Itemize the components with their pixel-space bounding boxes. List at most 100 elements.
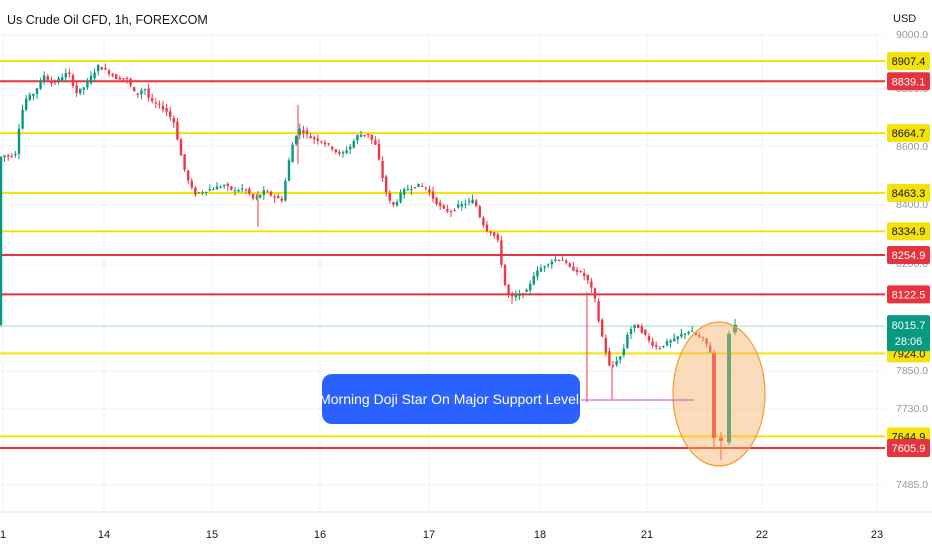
candle-body <box>266 191 269 193</box>
candle-body <box>601 319 604 337</box>
candle-body <box>496 234 499 240</box>
chart-title: Us Crude Oil CFD, 1h, FOREXCOM <box>7 13 208 27</box>
candle-body <box>71 75 75 87</box>
candle-body <box>655 345 658 348</box>
candle-body <box>374 140 377 145</box>
candle-body <box>356 135 359 141</box>
candle-body <box>50 80 53 84</box>
level-tag-label: 7924.0 <box>892 348 926 360</box>
candle-body <box>115 74 118 80</box>
candle-body <box>662 345 665 348</box>
annotation-label: Morning Doji Star On Major Support Level… <box>319 391 583 407</box>
candle-body <box>489 231 492 233</box>
level-tag-label: 8122.5 <box>892 289 926 301</box>
candle-body <box>3 155 6 158</box>
price-axis[interactable]: 9000.08800.08600.08400.08200.07850.07730… <box>885 0 932 550</box>
candle-body <box>165 107 168 112</box>
candle-body <box>478 206 481 218</box>
grid-layer <box>0 34 885 512</box>
level-tag-label: 8463.3 <box>892 188 926 200</box>
candle-body <box>449 211 453 213</box>
candle-body <box>629 329 633 335</box>
level-tag-label: 8839.1 <box>892 76 926 88</box>
candle-body <box>104 68 107 70</box>
candle-body <box>428 189 431 193</box>
candle-body <box>687 331 690 334</box>
candle-body <box>543 266 546 268</box>
candle-body <box>626 334 629 348</box>
candle-body <box>194 187 197 195</box>
level-tag-label: 7605.9 <box>892 443 926 455</box>
time-tick-label: 17 <box>423 529 435 541</box>
candle-body <box>536 270 539 277</box>
candle-body <box>230 186 233 190</box>
candle-body <box>640 326 643 333</box>
time-axis[interactable]: 1 14 15 16 17 18 21 22 23 <box>0 511 932 541</box>
candle-body <box>579 271 582 273</box>
candle-body <box>583 273 586 277</box>
candle-body <box>669 340 672 343</box>
candle-body <box>147 88 150 98</box>
time-tick-label: 14 <box>98 529 110 541</box>
annotation-callout[interactable]: Morning Doji Star On Major Support Level… <box>319 374 583 424</box>
level-tag-bg <box>887 285 930 304</box>
candle-body <box>295 135 298 145</box>
candle-body <box>190 181 193 188</box>
candle-body <box>521 293 525 295</box>
level-price-tag: 8254.9 <box>887 246 930 265</box>
candle-body <box>125 78 129 80</box>
level-tag-bg <box>887 439 930 457</box>
candle-body <box>457 204 460 208</box>
level-tag-bg <box>887 222 930 241</box>
candle-body <box>464 203 467 205</box>
candle-body <box>676 336 679 340</box>
candle-body <box>86 81 89 88</box>
level-price-tag: 8839.1 <box>887 72 930 91</box>
candle-body <box>331 146 334 150</box>
candle-body <box>82 87 85 90</box>
candle-body <box>680 333 683 337</box>
candle-body <box>493 232 496 236</box>
candle-body <box>136 93 139 95</box>
candle-body <box>100 67 103 70</box>
candle-body <box>482 217 485 226</box>
highlight-layer: Morning Doji Star On Major Support Level… <box>319 321 766 467</box>
candle-body <box>280 198 283 201</box>
last-price-bg <box>887 315 930 352</box>
candle-body <box>64 73 67 78</box>
candle-body <box>349 146 352 150</box>
candle-body <box>568 263 571 267</box>
candle-body <box>352 141 355 148</box>
candle-body <box>107 70 111 75</box>
time-tick-label: 16 <box>314 529 326 541</box>
candles <box>0 63 737 461</box>
candle-body <box>575 269 579 273</box>
candle-body <box>590 281 593 288</box>
candle-body <box>277 196 280 199</box>
candle-body <box>212 189 215 191</box>
candle-body <box>341 152 345 154</box>
candle-body <box>7 155 10 157</box>
candle-body <box>17 128 21 154</box>
level-price-tag: 8334.9 <box>887 222 930 241</box>
candle-body <box>712 353 716 438</box>
time-tick-label: 21 <box>641 529 653 541</box>
candle-body <box>43 75 46 82</box>
candle-body <box>334 149 337 152</box>
candle-body <box>529 283 532 291</box>
candle-body <box>233 190 237 192</box>
candle-body <box>471 199 474 204</box>
level-tag-label: 8664.7 <box>892 128 926 140</box>
candle-body <box>644 329 647 335</box>
candle-body <box>237 190 240 192</box>
candle-body <box>388 193 391 201</box>
level-tag-bg <box>887 124 930 143</box>
candle-body <box>223 185 226 187</box>
candle-body <box>0 156 3 325</box>
price-axis-bg <box>885 0 932 550</box>
candle-body <box>467 201 471 203</box>
time-tick-label: 22 <box>756 529 768 541</box>
